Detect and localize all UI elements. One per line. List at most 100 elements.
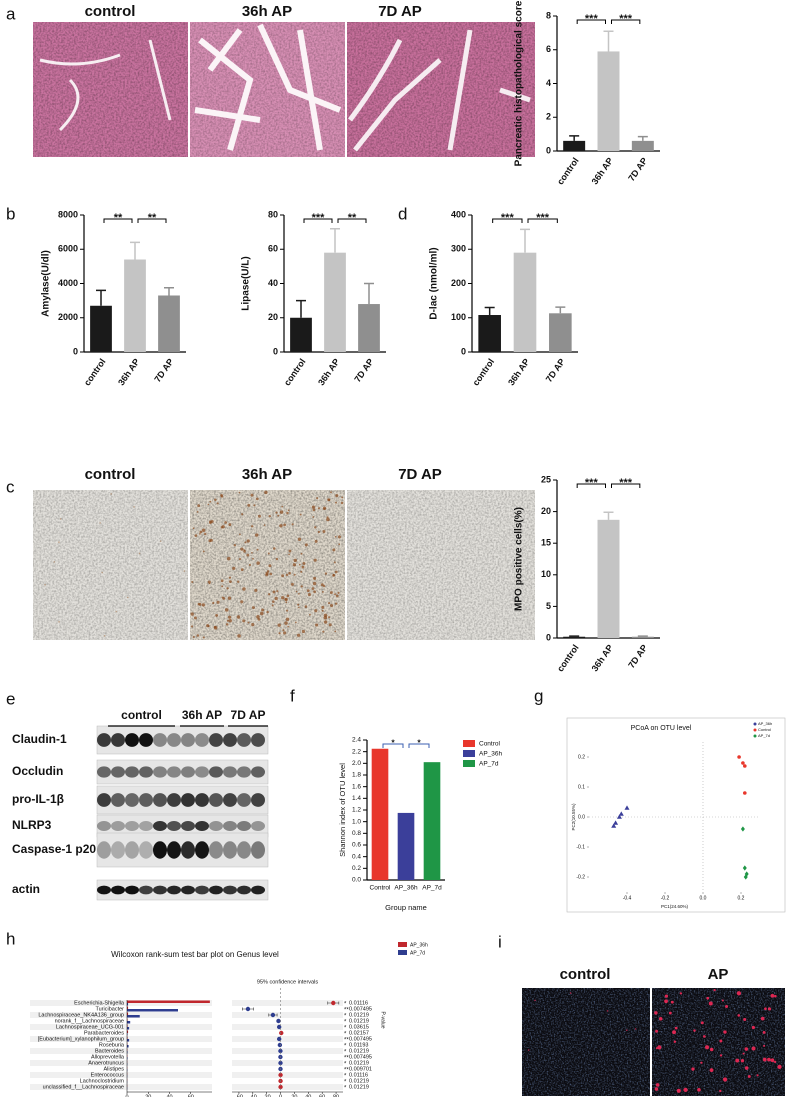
stain-dot (301, 629, 306, 634)
stain-dot (263, 524, 266, 526)
stain-dot (220, 494, 223, 497)
point (278, 1072, 283, 1078)
stain-dot (197, 504, 201, 508)
category-label: Alloprevotella (91, 1054, 125, 1060)
row-band (232, 1024, 343, 1030)
ihc-images (33, 490, 535, 640)
stain-dot (322, 530, 326, 533)
p-value: 0.01219 (349, 1060, 369, 1066)
stain-dot (313, 590, 316, 594)
stain-dot (266, 570, 270, 573)
bar (158, 295, 180, 352)
blot-band (251, 821, 265, 831)
star-label: * (344, 1014, 347, 1020)
bar (127, 1057, 128, 1060)
stain-dot (283, 631, 287, 635)
stain-dot (304, 605, 308, 608)
significance-bracket (408, 743, 430, 748)
stain-dot (314, 539, 318, 543)
stain-dot (292, 563, 297, 567)
fluor-dot (770, 993, 775, 998)
x-tick-label: control (555, 643, 581, 674)
stain-dot (206, 624, 210, 628)
bar (549, 313, 572, 352)
protein-label: NLRP3 (12, 818, 52, 832)
x-axis-label: PC1(24.60%) (661, 904, 689, 909)
bar (90, 305, 112, 352)
p-value: 0.01219 (349, 1012, 369, 1018)
blot-band (153, 733, 167, 747)
stain-dot (243, 549, 246, 552)
y-tick-label: 2 (546, 112, 551, 122)
star-label: ** (344, 1008, 349, 1014)
x-tick-label: control (471, 357, 497, 388)
x-tick-label: AP_7d (422, 885, 442, 892)
blot-band (111, 841, 125, 859)
y-axis-label: Lipase(U/L) (241, 256, 252, 310)
stain-dot (159, 540, 162, 542)
stain-dot (241, 513, 244, 516)
legend-swatch (463, 760, 475, 767)
blot-band (223, 766, 237, 778)
x-tick-label: 40 (166, 1094, 172, 1097)
stain-dot (323, 613, 328, 618)
bar (127, 1036, 128, 1039)
blot-band (237, 841, 251, 859)
blot-band (209, 793, 223, 807)
stain-dot (247, 621, 250, 624)
error-bar (569, 635, 580, 637)
error-bar (130, 241, 140, 260)
stain-dot (183, 570, 186, 572)
stain-dot (220, 579, 224, 583)
blot-band (195, 885, 209, 895)
blot-band (167, 821, 181, 831)
stain-dot (224, 521, 228, 524)
p-value: 0.01219 (349, 1018, 369, 1024)
point (279, 1030, 284, 1036)
stain-dot (295, 621, 297, 624)
stain-dot (215, 613, 219, 617)
blot-band (139, 841, 153, 859)
significance-bracket (576, 19, 606, 24)
bar (358, 304, 380, 352)
blot-band (181, 733, 195, 747)
stain-dot (328, 616, 331, 619)
star-label: * (344, 1074, 347, 1080)
stain-dot (240, 600, 244, 604)
stain-dot (306, 589, 310, 593)
blot-band (153, 766, 167, 778)
stain-dot (337, 535, 341, 539)
stain-dot (58, 541, 60, 544)
stain-dot (313, 576, 317, 580)
y-tick-label: 20 (541, 506, 551, 516)
y-tick-label: 20 (268, 312, 278, 322)
x-tick-label: -40 (249, 1094, 257, 1097)
stain-dot (199, 530, 203, 534)
stain-dot (293, 573, 296, 576)
stain-dot (268, 564, 272, 568)
stain-dot (313, 558, 317, 562)
y-tick-label: 0 (461, 346, 466, 356)
stain-dot (297, 537, 302, 542)
fluor-dot (735, 1058, 740, 1063)
row-band (30, 1084, 212, 1090)
fluor-dot (763, 1044, 766, 1047)
stain-dot (312, 581, 317, 586)
y-tick-label: 1.8 (352, 772, 361, 779)
x-tick-label: -0.2 (661, 895, 670, 901)
category-label: [Eubacterium]_xylanophilum_group (38, 1036, 124, 1042)
y-tick-label: 15 (541, 538, 551, 548)
protein-label: Caspase-1 p20 (12, 842, 96, 856)
point (613, 820, 619, 825)
stain-dot (300, 585, 303, 588)
blot-band (223, 821, 237, 831)
stain-dot (277, 514, 280, 517)
y-tick-label: 8000 (58, 209, 78, 219)
y-tick-label: 1.0 (352, 818, 361, 825)
stain-dot (314, 609, 318, 613)
fluor-dot (654, 1087, 659, 1091)
stain-dot (284, 621, 288, 625)
image-label: 36h AP (242, 466, 292, 483)
stain-dot (327, 498, 331, 502)
blot-band (195, 841, 209, 859)
